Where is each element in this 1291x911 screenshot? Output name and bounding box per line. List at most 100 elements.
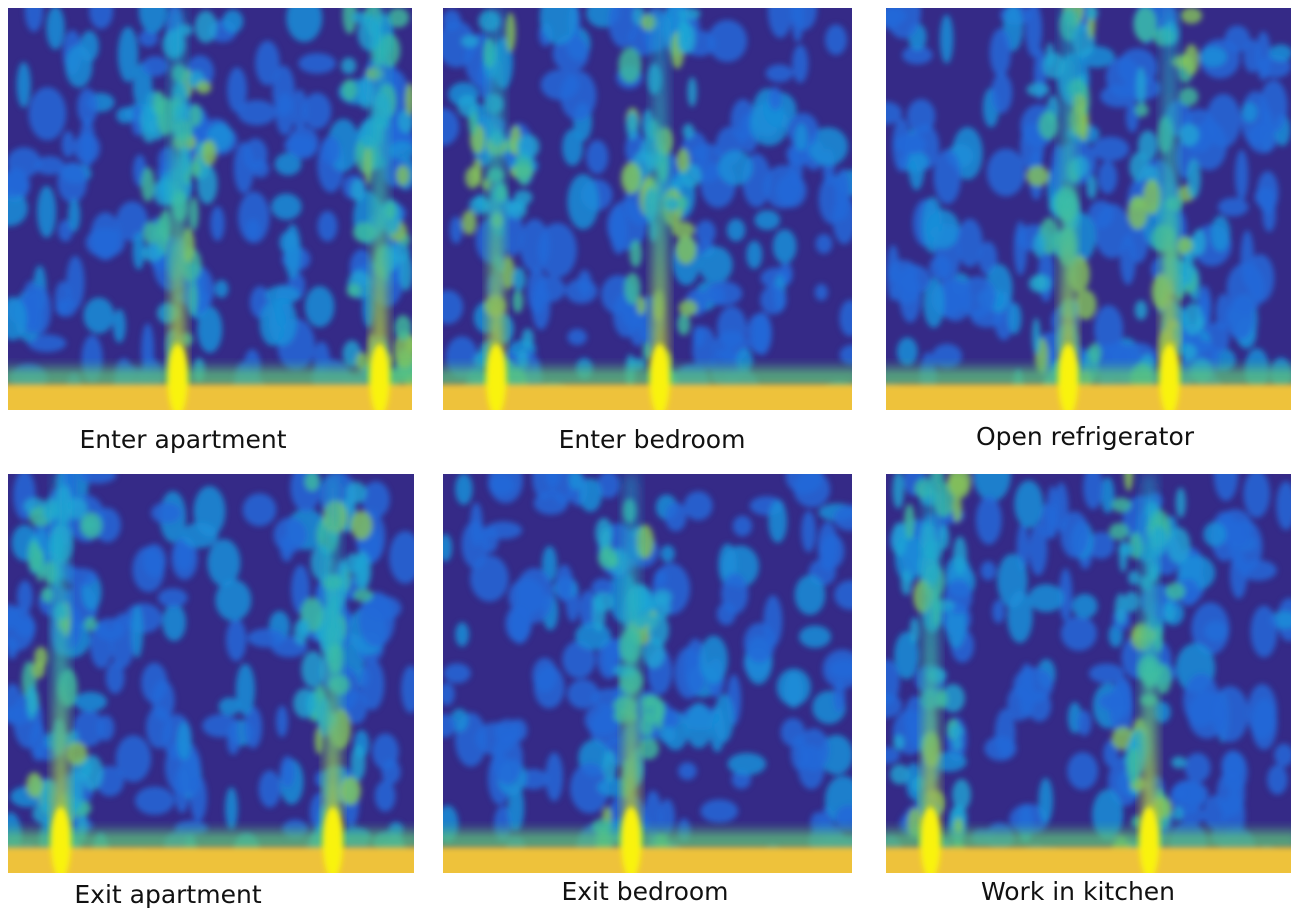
streak-blob: [1032, 318, 1040, 355]
blob: [269, 298, 297, 346]
blob: [1013, 667, 1053, 703]
blob: [1092, 137, 1129, 161]
streak-blob: [1171, 756, 1186, 768]
blob: [1014, 480, 1043, 528]
streak-blob: [678, 8, 701, 20]
blob: [534, 666, 565, 709]
blob: [575, 622, 611, 649]
blob: [219, 697, 241, 715]
blob: [135, 787, 174, 815]
streak-blob: [676, 235, 697, 264]
blob: [1077, 710, 1091, 736]
blob: [789, 147, 803, 189]
blob: [816, 234, 833, 254]
peak: [370, 344, 390, 416]
streak-blob: [1181, 344, 1197, 362]
blob: [987, 149, 1026, 197]
blob: [934, 149, 962, 204]
streak-blob: [901, 570, 912, 596]
blob: [485, 521, 522, 539]
blob: [1211, 215, 1231, 251]
streak-blob: [603, 750, 617, 782]
blob: [1259, 80, 1287, 132]
streak-blob: [1179, 124, 1199, 146]
low-band: [876, 384, 1291, 420]
blob: [443, 663, 470, 683]
blob: [794, 123, 807, 151]
streak-blob: [517, 349, 528, 369]
streak-blob: [952, 779, 971, 811]
streak-blob: [687, 77, 696, 107]
blob: [442, 10, 461, 31]
blob: [792, 45, 808, 83]
blob: [750, 102, 789, 146]
streak-blob: [890, 764, 910, 784]
streak-blob: [1039, 111, 1059, 139]
blob: [1243, 470, 1270, 518]
blob: [284, 224, 301, 279]
streak-blob: [626, 112, 639, 140]
streak-blob: [202, 140, 217, 166]
blob: [560, 71, 596, 121]
blob: [754, 210, 780, 230]
blob: [434, 714, 456, 737]
blob: [1211, 686, 1248, 742]
peak: [168, 344, 188, 416]
blob: [567, 174, 599, 229]
blob: [1256, 31, 1271, 80]
streak-blob: [1136, 67, 1146, 106]
streak-blob: [195, 11, 217, 43]
streak-blob: [399, 254, 413, 291]
blob: [450, 216, 463, 243]
blob: [46, 6, 65, 50]
streak-blob: [910, 617, 920, 644]
blob: [714, 694, 734, 743]
spectrogram: [427, 0, 871, 432]
blob: [798, 728, 829, 771]
streak-blob: [1118, 543, 1134, 556]
blob: [1067, 752, 1098, 790]
blob: [142, 56, 169, 76]
streak-blob: [65, 742, 87, 765]
blob: [874, 747, 900, 764]
blob: [7, 147, 41, 177]
blob: [215, 280, 229, 298]
streak-blob: [353, 589, 372, 602]
blob: [684, 491, 713, 520]
blob: [113, 309, 126, 343]
streak-blob: [1163, 601, 1176, 621]
blob: [360, 659, 384, 710]
streak-blob: [624, 273, 640, 305]
blob: [247, 628, 285, 647]
spectrogram: [433, 457, 869, 890]
blob: [1263, 198, 1276, 232]
streak-blob: [592, 596, 606, 631]
streak-blob: [653, 589, 672, 604]
blob: [318, 211, 338, 242]
blob: [926, 210, 960, 249]
blob: [280, 756, 295, 788]
streak-blob: [891, 522, 906, 556]
blob: [389, 531, 421, 584]
streak-blob: [1027, 83, 1050, 97]
streak-blob: [396, 165, 410, 186]
blob: [222, 10, 243, 33]
spectrogram: [0, 0, 422, 430]
streak-blob: [142, 120, 157, 143]
blob: [1028, 584, 1064, 612]
streak-blob: [293, 688, 316, 718]
blob: [1101, 477, 1115, 514]
streak-blob: [1192, 229, 1206, 255]
blob: [799, 626, 831, 648]
blob: [1038, 778, 1053, 824]
blob: [874, 659, 900, 705]
streak-blob: [1033, 233, 1045, 257]
streak-blob: [642, 109, 654, 138]
blob: [65, 45, 92, 88]
blob: [1226, 297, 1254, 340]
spectrogram: [871, 449, 1291, 888]
blob: [992, 600, 1004, 624]
streak-blob: [189, 104, 202, 127]
blob: [1214, 449, 1238, 501]
streak-blob: [893, 471, 905, 509]
